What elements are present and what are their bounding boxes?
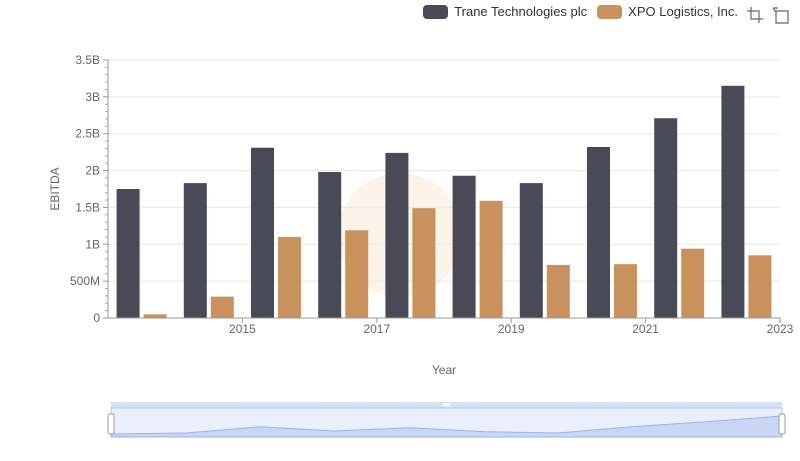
bar-trane-2018	[385, 152, 409, 318]
legend-swatch-trane	[423, 4, 449, 19]
x-tick-label: 2023	[767, 322, 794, 336]
slider-handle-right	[778, 413, 786, 435]
bars	[116, 85, 772, 318]
legend-label-xpo: XPO Logistics, Inc.	[628, 4, 738, 19]
y-tick-label: 2B	[85, 164, 100, 178]
y-tick-label: 3B	[85, 90, 100, 104]
bar-xpo-2021	[614, 264, 637, 318]
zoom-slider[interactable]	[107, 402, 786, 438]
bar-trane-2022	[654, 118, 678, 318]
bar-xpo-2022	[681, 248, 705, 318]
slider-sparkline	[110, 415, 783, 438]
legend-label-trane: Trane Technologies plc	[454, 4, 588, 19]
bar-trane-2016	[251, 147, 274, 318]
bar-xpo-2020	[546, 264, 570, 318]
bar-xpo-2014	[143, 314, 167, 318]
bar-xpo-2023	[748, 255, 772, 318]
y-tick-label: 0	[93, 311, 100, 325]
bar-trane-2023	[721, 85, 745, 318]
slider-grip	[443, 403, 450, 406]
x-tick-label: 2017	[363, 322, 390, 336]
data-zoom-icon[interactable]	[746, 6, 764, 24]
legend-swatch-xpo	[597, 4, 623, 19]
legend-item-trane[interactable]: Trane Technologies plc	[423, 4, 587, 19]
y-axis-label: EBITDA	[48, 167, 62, 210]
zoom-reset-icon[interactable]	[772, 6, 790, 24]
legend: Trane Technologies plc XPO Logistics, In…	[423, 4, 738, 19]
y-tick-label: 1.5B	[75, 200, 100, 214]
y-tick-label: 500M	[70, 274, 100, 288]
bar-trane-2014	[116, 189, 140, 318]
y-tick-label: 2.5B	[75, 127, 100, 141]
bar-xpo-2016	[278, 236, 301, 318]
bar-trane-2020	[519, 183, 543, 318]
bar-xpo-2015	[210, 296, 234, 318]
x-tick-label: 2021	[632, 322, 659, 336]
legend-item-xpo[interactable]: XPO Logistics, Inc.	[597, 4, 738, 19]
y-tick-label: 3.5B	[75, 53, 100, 67]
slider-handle-left	[107, 413, 115, 435]
bar-trane-2017	[318, 172, 342, 318]
x-axis-label: Year	[432, 363, 456, 377]
bar-trane-2021	[587, 146, 610, 318]
bar-xpo-2017	[345, 230, 369, 318]
bar-xpo-2019	[479, 200, 503, 318]
bar-xpo-2018	[412, 208, 436, 318]
x-tick-label: 2015	[229, 322, 256, 336]
x-tick-label: 2019	[498, 322, 525, 336]
bar-trane-2019	[452, 175, 476, 318]
y-tick-label: 1B	[85, 237, 100, 251]
axes: 0 500M 1B 1.5B 2B 2.5B 3B 3.5B 2015 2017 2019 2021 2…	[70, 53, 794, 336]
bar-trane-2015	[183, 183, 207, 318]
